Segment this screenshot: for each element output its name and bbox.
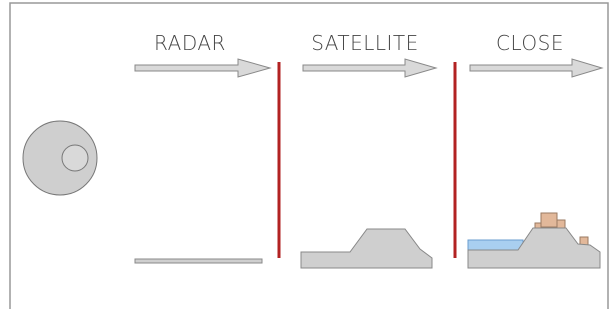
stage-label: CLOSE [496,31,564,55]
diagram: RADAR SATELLITE CLOSE [0,0,613,309]
stage-label: SATELLITE [311,31,419,55]
stage-label: RADAR [154,31,226,55]
building [541,213,557,227]
zoom-region [62,145,88,171]
radar-ground [135,259,262,263]
page: {"stages": [{"label": "RADAR"}, {"label"… [0,0,613,309]
water [468,240,523,250]
